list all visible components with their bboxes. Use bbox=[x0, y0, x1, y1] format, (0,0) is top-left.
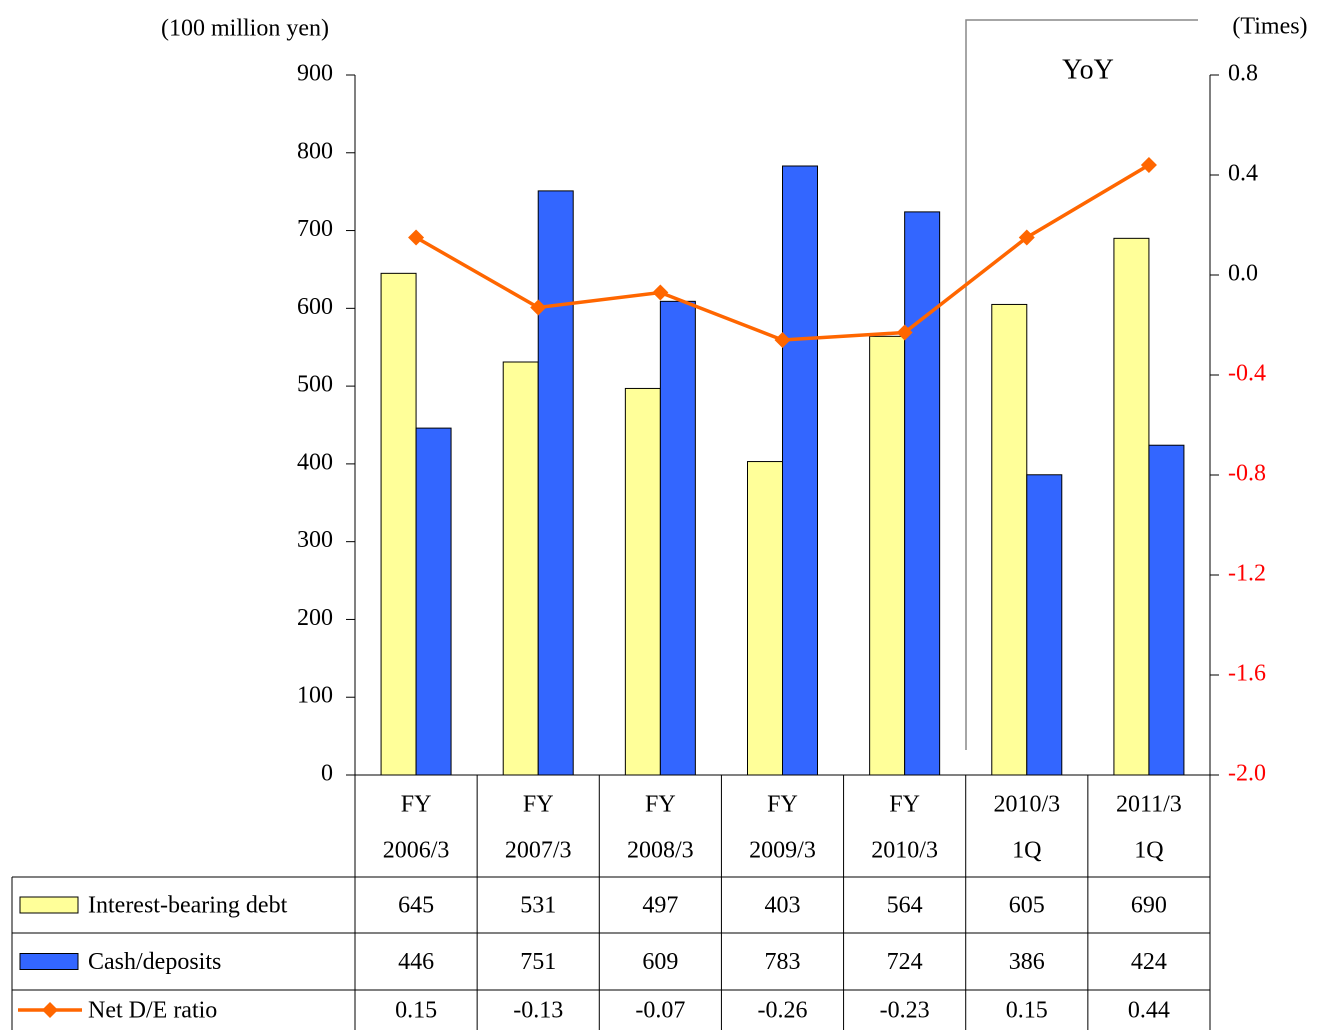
legend-label: Net D/E ratio bbox=[88, 998, 217, 1024]
bar bbox=[1026, 474, 1063, 776]
line-marker bbox=[652, 284, 669, 301]
bar bbox=[991, 303, 1028, 776]
y-axis-label: (100 million yen) bbox=[161, 16, 329, 42]
line-marker bbox=[1140, 157, 1157, 173]
table-value: 403 bbox=[765, 893, 801, 919]
bar bbox=[624, 387, 661, 776]
bar bbox=[1148, 444, 1185, 776]
bar bbox=[415, 427, 452, 776]
legend-label: Cash/deposits bbox=[88, 949, 221, 975]
table-value: 783 bbox=[765, 949, 801, 975]
annotation: YoY bbox=[1062, 54, 1114, 85]
bar bbox=[537, 190, 574, 776]
table-value: 531 bbox=[520, 893, 556, 919]
bar bbox=[1113, 237, 1150, 776]
table-value: 605 bbox=[1009, 893, 1045, 919]
y-tick-label: 200 bbox=[297, 605, 333, 631]
y-tick-label: 900 bbox=[297, 61, 333, 87]
table-value: 564 bbox=[887, 893, 923, 919]
table-value: 0.44 bbox=[1128, 998, 1170, 1024]
x-tick-label: FY bbox=[401, 792, 432, 818]
table-value: 751 bbox=[520, 949, 556, 975]
y-tick-label: 400 bbox=[297, 449, 333, 475]
table-value: -0.26 bbox=[758, 998, 808, 1024]
y-tick-label: 0 bbox=[321, 761, 333, 787]
table-value: 609 bbox=[642, 949, 678, 975]
y2-tick-label: 0.8 bbox=[1228, 61, 1258, 87]
table-value: 497 bbox=[642, 893, 678, 919]
x-tick-label: 2008/3 bbox=[627, 838, 694, 864]
bar bbox=[904, 211, 941, 776]
y-tick-label: 600 bbox=[297, 294, 333, 320]
table-value: 0.15 bbox=[395, 998, 437, 1024]
x-tick-label: 2006/3 bbox=[383, 838, 450, 864]
legend-label: Interest-bearing debt bbox=[88, 893, 288, 919]
line-marker bbox=[896, 324, 913, 341]
table-value: 0.15 bbox=[1006, 998, 1048, 1024]
table-value: 645 bbox=[398, 893, 434, 919]
y2-tick-label: -1.2 bbox=[1228, 561, 1266, 587]
y-tick-label: 500 bbox=[297, 372, 333, 398]
x-tick-label: 2010/3 bbox=[993, 792, 1060, 818]
y2-tick-label: -0.8 bbox=[1228, 461, 1266, 487]
x-tick-label: 1Q bbox=[1134, 838, 1163, 864]
x-tick-label: FY bbox=[889, 792, 920, 818]
x-tick-label: 2011/3 bbox=[1116, 792, 1182, 818]
x-tick-label: FY bbox=[767, 792, 798, 818]
y-tick-label: 100 bbox=[297, 683, 333, 709]
table-value: 724 bbox=[887, 949, 923, 975]
y2-tick-label: 0.0 bbox=[1228, 261, 1258, 287]
line-marker bbox=[408, 229, 425, 246]
table-value: 446 bbox=[398, 949, 434, 975]
y2-axis-label: (Times) bbox=[1232, 14, 1307, 40]
x-tick-label: FY bbox=[645, 792, 676, 818]
line-marker bbox=[774, 332, 791, 348]
bar bbox=[380, 272, 417, 776]
y-tick-label: 300 bbox=[297, 527, 333, 553]
y2-tick-label: -2.0 bbox=[1228, 761, 1266, 787]
y-tick-label: 800 bbox=[297, 138, 333, 164]
bar bbox=[747, 461, 783, 776]
table-value: -0.23 bbox=[880, 998, 930, 1024]
table-value: 690 bbox=[1131, 893, 1167, 919]
x-tick-label: 2007/3 bbox=[505, 838, 572, 864]
legend-swatch bbox=[19, 953, 79, 970]
yoy-bracket bbox=[965, 19, 1198, 750]
legend-swatch bbox=[19, 896, 79, 914]
bar bbox=[869, 335, 906, 776]
legend-marker bbox=[42, 1002, 58, 1018]
table-value: -0.13 bbox=[513, 998, 563, 1024]
x-tick-label: 2009/3 bbox=[749, 838, 816, 864]
table-value: 386 bbox=[1009, 949, 1045, 975]
bar bbox=[782, 165, 818, 776]
bar bbox=[502, 361, 539, 776]
x-tick-label: 2010/3 bbox=[871, 838, 938, 864]
line-marker bbox=[1018, 229, 1035, 246]
bar bbox=[659, 300, 696, 776]
table-value: 424 bbox=[1131, 949, 1167, 975]
x-tick-label: FY bbox=[523, 792, 554, 818]
y2-tick-label: 0.4 bbox=[1228, 161, 1258, 187]
y-tick-label: 700 bbox=[297, 216, 333, 242]
x-tick-label: 1Q bbox=[1012, 838, 1041, 864]
y2-tick-label: -1.6 bbox=[1228, 661, 1266, 687]
table-value: -0.07 bbox=[635, 998, 685, 1024]
line-marker bbox=[530, 299, 547, 316]
y2-tick-label: -0.4 bbox=[1228, 361, 1266, 387]
